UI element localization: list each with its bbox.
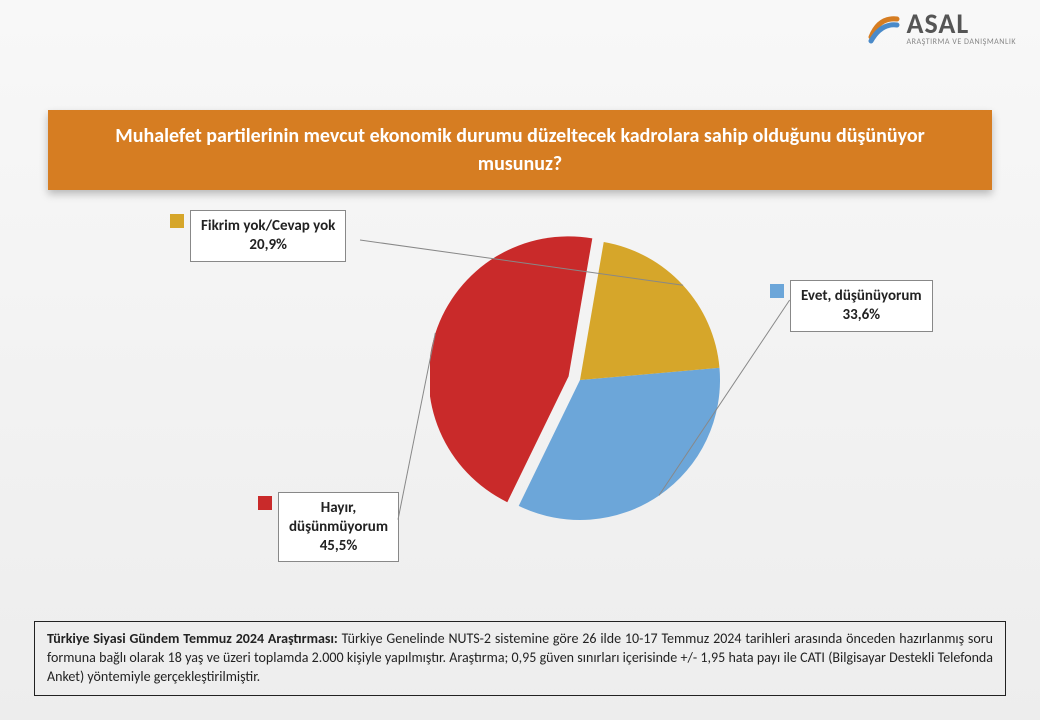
footnote-bold: Türkiye Siyasi Gündem Temmuz 2024 Araştı…	[47, 630, 338, 647]
legend-swatch-evet	[770, 284, 784, 298]
callout-hayir-label1: Hayır,	[289, 499, 388, 518]
brand-logo: ASAL ARAŞTIRMA VE DANIŞMANLIK	[867, 10, 1016, 46]
callout-fikrim: Fikrim yok/Cevap yok 20,9%	[190, 210, 346, 262]
legend-swatch-fikrim	[170, 214, 184, 228]
callout-evet: Evet, düşünüyorum 33,6%	[790, 280, 933, 332]
pie-chart	[430, 230, 730, 530]
logo-name: ASAL	[907, 10, 1016, 38]
question-title-banner: Muhalefet partilerinin mevcut ekonomik d…	[48, 110, 992, 190]
callout-hayir: Hayır, düşünmüyorum 45,5%	[278, 492, 399, 562]
callout-evet-value: 33,6%	[801, 306, 922, 325]
logo-tagline: ARAŞTIRMA VE DANIŞMANLIK	[907, 38, 1016, 46]
legend-swatch-hayir	[258, 496, 272, 510]
pie-slice	[580, 242, 719, 380]
logo-mark-icon	[867, 11, 901, 45]
pie-chart-area: Evet, düşünüyorum 33,6% Hayır, düşünmüyo…	[0, 200, 1040, 600]
logo-text: ASAL ARAŞTIRMA VE DANIŞMANLIK	[907, 10, 1016, 46]
question-title: Muhalefet partilerinin mevcut ekonomik d…	[115, 124, 924, 176]
callout-fikrim-label: Fikrim yok/Cevap yok	[201, 217, 335, 236]
callout-hayir-value: 45,5%	[289, 537, 388, 556]
callout-evet-label: Evet, düşünüyorum	[801, 287, 922, 306]
methodology-footnote: Türkiye Siyasi Gündem Temmuz 2024 Araştı…	[34, 621, 1006, 696]
callout-hayir-label2: düşünmüyorum	[289, 518, 388, 537]
callout-fikrim-value: 20,9%	[201, 236, 335, 255]
